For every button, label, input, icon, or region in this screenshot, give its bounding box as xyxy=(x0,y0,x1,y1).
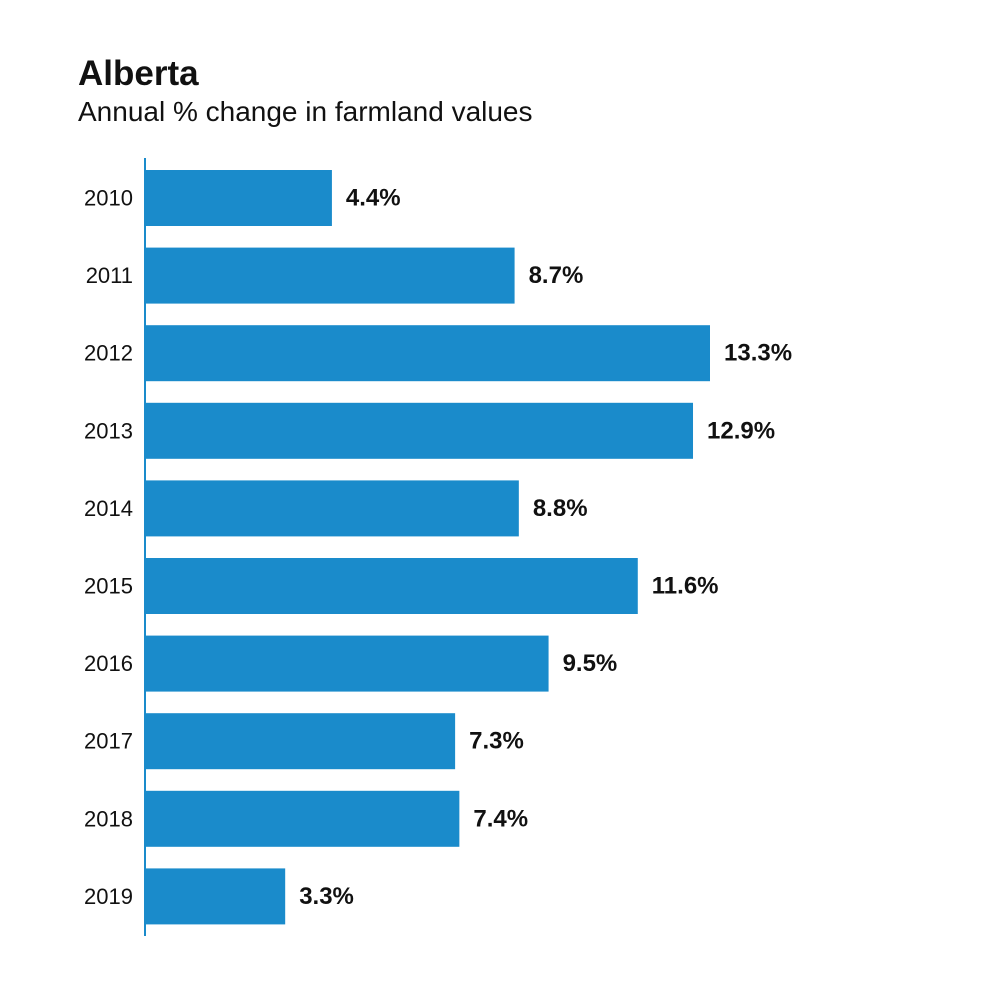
data-label-2018: 7.4% xyxy=(473,805,528,832)
bar-2011 xyxy=(145,247,515,304)
chart-title: Alberta xyxy=(78,54,199,93)
data-label-2010: 4.4% xyxy=(346,185,401,212)
data-label-2014: 8.8% xyxy=(533,495,588,522)
tick-label-2016: 2016 xyxy=(84,651,133,676)
tick-label-2014: 2014 xyxy=(84,496,133,521)
bar-2010 xyxy=(145,170,332,226)
tick-label-2013: 2013 xyxy=(84,418,133,443)
bar-2014 xyxy=(145,480,519,537)
tick-label-2015: 2015 xyxy=(84,574,133,599)
data-label-2015: 11.6% xyxy=(652,573,719,600)
data-label-2019: 3.3% xyxy=(299,883,354,910)
tick-label-2019: 2019 xyxy=(84,884,133,909)
bar-2016 xyxy=(145,635,549,692)
bar-2018 xyxy=(145,790,460,847)
bar-2019 xyxy=(145,868,286,925)
data-label-2016: 9.5% xyxy=(563,650,618,677)
bar-2015 xyxy=(145,558,638,614)
bars-layer xyxy=(145,170,710,925)
labels-layer: 2010 4.4% 2011 8.7% 2012 13.3% 2013 12.9% 2014 8.… xyxy=(84,185,792,910)
data-label-2011: 8.7% xyxy=(529,262,584,289)
tick-label-2012: 2012 xyxy=(84,341,133,366)
tick-label-2017: 2017 xyxy=(84,729,133,754)
data-label-2017: 7.3% xyxy=(469,728,524,755)
bar-2012 xyxy=(145,325,710,382)
data-label-2012: 13.3% xyxy=(724,340,792,367)
data-label-2013: 12.9% xyxy=(707,417,775,444)
tick-label-2010: 2010 xyxy=(84,186,133,211)
chart-subtitle: Annual % change in farmland values xyxy=(78,96,533,127)
bar-2017 xyxy=(145,713,456,770)
tick-label-2018: 2018 xyxy=(84,806,133,831)
bar-2013 xyxy=(145,402,694,459)
tick-label-2011: 2011 xyxy=(86,263,133,288)
